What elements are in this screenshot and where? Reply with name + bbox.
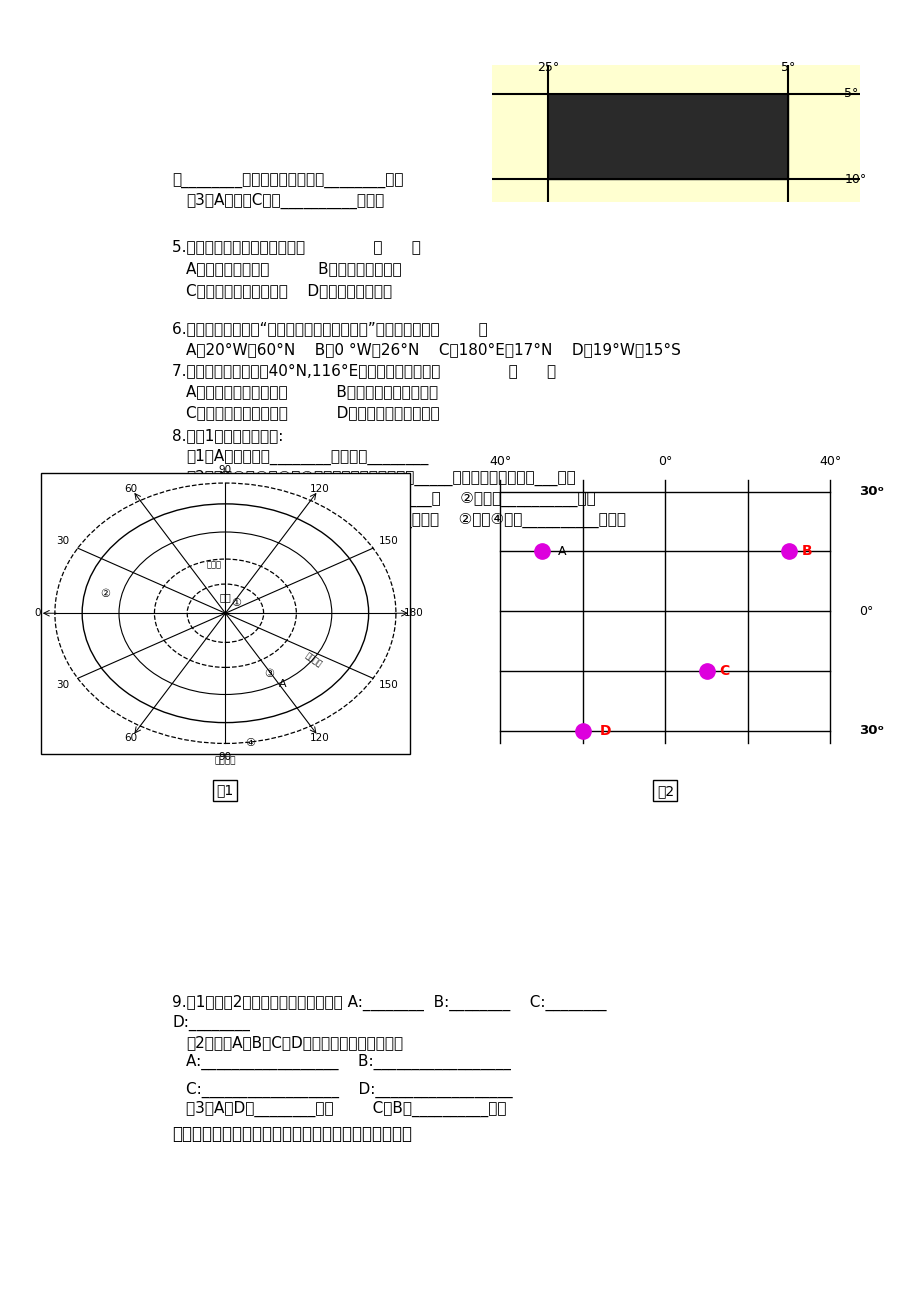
Text: 北回归线: 北回归线 [214,756,236,766]
Text: 30ᵒ: 30ᵒ [858,724,883,737]
Text: 120: 120 [310,484,329,493]
Text: 北回归线: 北回归线 [303,651,323,669]
Text: 150: 150 [378,536,398,547]
Text: 0: 0 [34,608,40,618]
Text: 5°: 5° [844,87,857,100]
Text: （1）A点的经度是________，纬度是________: （1）A点的经度是________，纬度是________ [186,449,428,465]
Text: 图2: 图2 [656,784,674,798]
Text: （3）A地位于C地的__________方向。: （3）A地位于C地的__________方向。 [186,193,384,210]
Text: A．位于北半球，高纬度          B．位于东半球，高纬度: A．位于北半球，高纬度 B．位于东半球，高纬度 [186,384,438,400]
Text: （2）图中①、②、③、④四地中，位于西半球的是_____地，有阳光直射的是___地。: （2）图中①、②、③、④四地中，位于西半球的是_____地，有阳光直射的是___… [186,470,575,486]
Text: A．东半球、南半球          B．西半球、北半球: A．东半球、南半球 B．西半球、北半球 [186,260,402,276]
Text: （2）写出A、B、C、D四个点的经纬度地理坐标: （2）写出A、B、C、D四个点的经纬度地理坐标 [186,1035,403,1049]
Text: 25°: 25° [537,61,559,74]
Text: ②: ② [100,590,110,599]
Text: C．跨东西半球、南半球    D．北半球、东半球: C．跨东西半球、南半球 D．北半球、东半球 [186,283,392,298]
Text: D:________: D:________ [172,1014,250,1031]
Text: A:__________________    B:__________________: A:__________________ B:_________________… [186,1053,511,1070]
Text: 10°: 10° [844,173,866,185]
Text: ①: ① [231,598,241,608]
Text: 180: 180 [403,608,423,618]
Text: C．位于西半球，中纬度          D．位于东半球，中纬度: C．位于西半球，中纬度 D．位于东半球，中纬度 [186,405,439,421]
Text: A: A [278,680,286,689]
Text: （3）按照地球上五带的划分，①地属于__________，    ②地属于__________带。: （3）按照地球上五带的划分，①地属于__________， ②地属于______… [186,491,596,508]
Text: ④: ④ [244,738,255,749]
Text: 120: 120 [310,733,329,742]
Text: 150: 150 [378,680,398,690]
Text: A: A [558,546,566,559]
Text: 图1: 图1 [217,784,233,797]
Text: 90: 90 [219,753,232,762]
Text: （4）判断：③地在④地的______________方向，    ②地在④地的__________方向。: （4）判断：③地在④地的______________方向， ②地在④地的____… [186,512,626,529]
Text: 5°: 5° [780,61,795,74]
Text: A．20°W，60°N    B．0 °W，26°N    C．180°E，17°N    D．19°W，15°S: A．20°W，60°N B．0 °W，26°N C．180°E，17°N D．1… [186,342,680,357]
Text: B: B [800,544,811,559]
Text: 40°: 40° [819,454,841,467]
Text: 30: 30 [56,680,69,690]
Text: 0°: 0° [858,605,873,617]
Text: 30: 30 [56,536,69,547]
Text: 30ᵒ: 30ᵒ [858,486,883,499]
Text: 四、课堂反思（对照学习目标，自我反思，总结所学）: 四、课堂反思（对照学习目标，自我反思，总结所学） [172,1125,412,1143]
Text: 90: 90 [219,465,232,474]
Text: 北极: 北极 [220,592,231,603]
Text: 5.根据右图，判断阴影部分处于              （      ）: 5.根据右图，判断阴影部分处于 （ ） [172,240,421,254]
Text: 6.下列各点中，符合“西半球、北半球、低纬度”三个条件的是（        ）: 6.下列各点中，符合“西半球、北半球、低纬度”三个条件的是（ ） [172,322,487,336]
Text: 是________地，位于西半球的是________地。: 是________地，位于西半球的是________地。 [172,173,403,189]
Text: （3）A在D的________方向        C在B的__________方向: （3）A在D的________方向 C在B的__________方向 [186,1100,506,1117]
Text: C: C [719,664,729,678]
Text: 0°: 0° [657,454,672,467]
Text: 北极圈: 北极圈 [207,561,221,570]
Text: C:__________________    D:__________________: C:__________________ D:_________________… [186,1082,513,1098]
Text: D: D [598,724,610,738]
Text: 60: 60 [125,733,138,742]
Text: ③: ③ [264,669,274,678]
Text: 9.（1）读图2，写出各点所在半球位置 A:________  B:________    C:________: 9.（1）读图2，写出各点所在半球位置 A:________ B:_______… [172,995,606,1012]
Bar [548,94,788,178]
Text: 8.读图1，完成有关要求:: 8.读图1，完成有关要求: [172,428,283,444]
Text: 7.关于我国首都北京（40°N,116°E）位置叙述正确的是              （      ）: 7.关于我国首都北京（40°N,116°E）位置叙述正确的是 （ ） [172,363,556,379]
Text: 60: 60 [125,484,138,493]
Text: 40°: 40° [489,454,511,467]
